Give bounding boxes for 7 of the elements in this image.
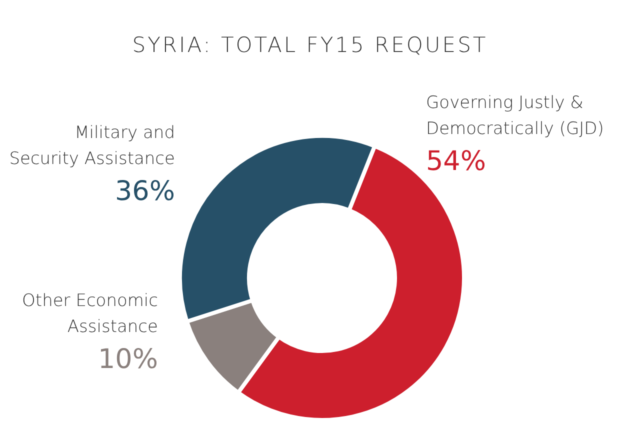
- data-label: 36%: [114, 176, 175, 207]
- data-label: 54%: [426, 146, 486, 177]
- slice-label: Governing Justly & Democratically (GJD): [426, 93, 604, 139]
- data-label: 10%: [98, 344, 158, 375]
- slice-label: Military and Security Assistance: [9, 123, 175, 169]
- chart-title: SYRIA: TOTAL FY15 REQUEST: [132, 33, 488, 57]
- slice-label: Other Economic Assistance: [22, 291, 158, 337]
